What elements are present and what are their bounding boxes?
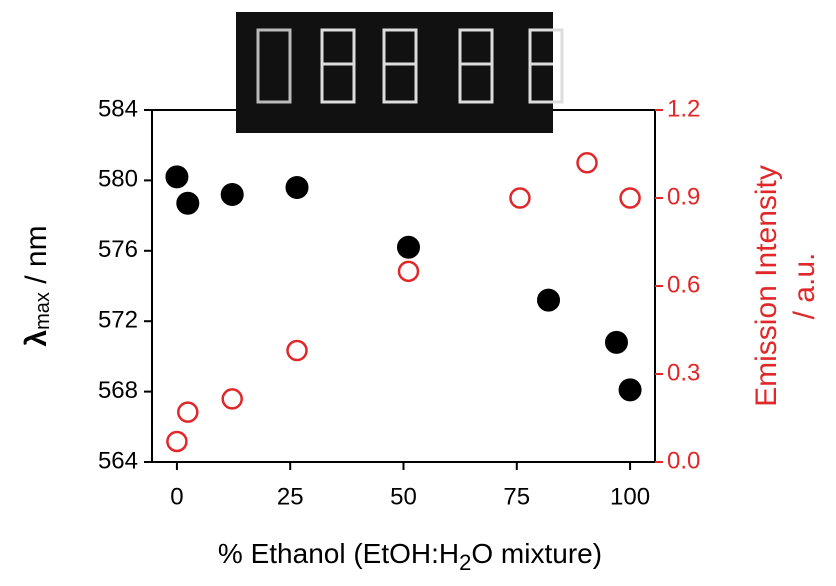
y2-tick-label: 0.6	[667, 271, 700, 298]
data-point	[509, 187, 531, 209]
cuvette-photo	[236, 12, 564, 133]
y-tick-label: 584	[98, 95, 138, 122]
data-point	[604, 330, 628, 354]
data-point	[286, 339, 308, 362]
y2-axis-label: / a.u.	[788, 253, 821, 320]
data-point	[220, 182, 244, 206]
y-tick-label: 572	[98, 307, 138, 334]
data-point	[537, 288, 561, 312]
y-tick-label: 564	[98, 447, 138, 474]
data-point	[619, 187, 641, 209]
x-tick-label: 0	[170, 483, 183, 510]
x-tick-label: 50	[390, 483, 417, 510]
data-point	[397, 260, 420, 283]
data-point	[166, 430, 188, 453]
y2-tick-label: 0.9	[667, 183, 700, 210]
y2-axis-label: Emission Intensity	[750, 165, 783, 407]
x-tick-label: 75	[503, 483, 530, 510]
x-tick-label: 25	[277, 483, 304, 510]
data-point	[176, 191, 200, 215]
y-tick-label: 568	[98, 377, 138, 404]
x-axis-label: % Ethanol (EtOH:H2O mixture)	[218, 538, 602, 574]
y2-tick-label: 1.2	[667, 95, 700, 122]
y-tick-label: 580	[98, 166, 138, 193]
plot-frame	[151, 109, 656, 463]
data-point	[221, 388, 243, 410]
y2-tick-label: 0.0	[667, 447, 700, 474]
data-point	[576, 152, 598, 174]
data-point	[165, 165, 189, 189]
y-axis-label: λmax / nm	[20, 225, 54, 346]
y2-tick-label: 0.3	[667, 359, 700, 386]
y-tick-label: 576	[98, 236, 138, 263]
data-point	[177, 401, 199, 423]
data-point	[618, 378, 642, 402]
data-point	[396, 235, 420, 259]
x-tick-label: 100	[610, 483, 650, 510]
data-point	[285, 175, 309, 199]
